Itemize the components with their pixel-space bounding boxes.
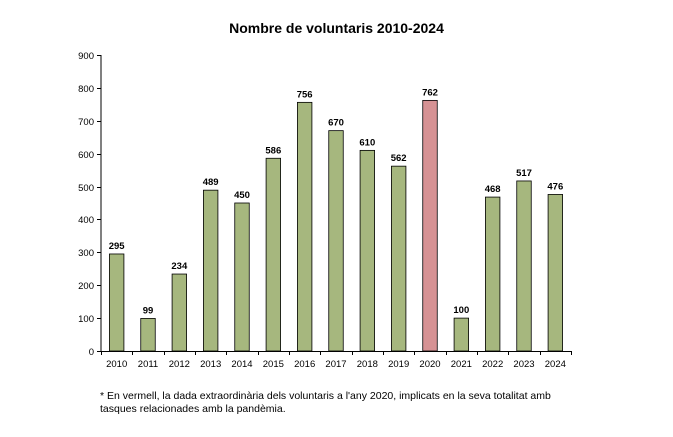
value-label-2018: 610 <box>359 137 375 148</box>
category-label-2020: 2020 <box>419 359 440 370</box>
category-label-2011: 2011 <box>138 359 158 370</box>
y-tick-label: 600 <box>78 150 94 161</box>
y-axis: 0 100 200 300 400 500 600 700 800 900 <box>78 51 102 358</box>
bar-2018 <box>359 149 375 352</box>
y-tick-label: 700 <box>78 117 94 128</box>
value-label-2020: 762 <box>422 87 438 98</box>
bar-2014 <box>234 202 250 352</box>
value-label-2011: 99 <box>143 305 154 316</box>
category-label-2017: 2017 <box>325 359 346 370</box>
category-label-2010: 2010 <box>106 359 127 370</box>
value-label-2014: 450 <box>234 190 250 201</box>
category-label-2014: 2014 <box>231 359 252 370</box>
bar-2010 <box>109 253 125 352</box>
category-label-2022: 2022 <box>482 359 503 370</box>
y-tick-label: 800 <box>78 84 94 95</box>
category-label-2024: 2024 <box>545 359 566 370</box>
bar-2011 <box>140 318 156 352</box>
category-label-2023: 2023 <box>513 359 534 370</box>
chart-title: Nombre de voluntaris 2010-2024 <box>229 20 444 36</box>
bar-2016 <box>297 101 313 352</box>
bar-2020 <box>422 99 438 352</box>
category-label-2018: 2018 <box>357 359 378 370</box>
value-label-2019: 562 <box>391 153 407 164</box>
value-label-2013: 489 <box>203 177 219 188</box>
y-tick-label: 0 <box>89 347 94 358</box>
value-label-2010: 295 <box>109 241 126 252</box>
y-tick-label: 200 <box>78 281 94 292</box>
value-label-2023: 517 <box>516 168 532 179</box>
y-tick-label: 900 <box>78 51 94 62</box>
y-tick-label: 400 <box>78 215 94 226</box>
bar-2012 <box>171 273 187 352</box>
bar-2019 <box>391 165 407 352</box>
category-label-2021: 2021 <box>451 359 472 370</box>
y-tick-label: 300 <box>78 248 94 259</box>
y-tick-label: 100 <box>78 314 94 325</box>
category-label-2015: 2015 <box>263 359 284 370</box>
bar-2023 <box>516 180 532 352</box>
value-label-2015: 586 <box>265 145 281 156</box>
value-label-2016: 756 <box>297 89 313 100</box>
x-axis: 2010 2011 2012 2013 2014 2015 2016 2017 2018 2019… <box>101 351 572 370</box>
category-label-2019: 2019 <box>388 359 409 370</box>
bars: 295 99 234 489 450 586 756 670 610 562 762 100 468 51… <box>109 87 563 352</box>
category-label-2012: 2012 <box>169 359 190 370</box>
value-label-2017: 670 <box>328 118 344 129</box>
value-label-2024: 476 <box>547 181 563 192</box>
bar-2021 <box>453 317 469 352</box>
category-label-2016: 2016 <box>294 359 315 370</box>
bar-2013 <box>203 189 219 352</box>
bar-2015 <box>265 157 281 352</box>
category-label-2013: 2013 <box>200 359 221 370</box>
footnote: * En vermell, la dada extraordinària del… <box>100 390 551 415</box>
value-label-2021: 100 <box>453 305 469 316</box>
bar-chart: 0 100 200 300 400 500 600 700 800 900 295 99 234 489… <box>78 51 572 370</box>
y-tick-label: 500 <box>78 183 94 194</box>
value-label-2022: 468 <box>485 184 501 195</box>
bar-2017 <box>328 130 344 352</box>
bar-2022 <box>485 196 501 352</box>
bar-2024 <box>547 194 563 352</box>
value-label-2012: 234 <box>171 261 188 272</box>
